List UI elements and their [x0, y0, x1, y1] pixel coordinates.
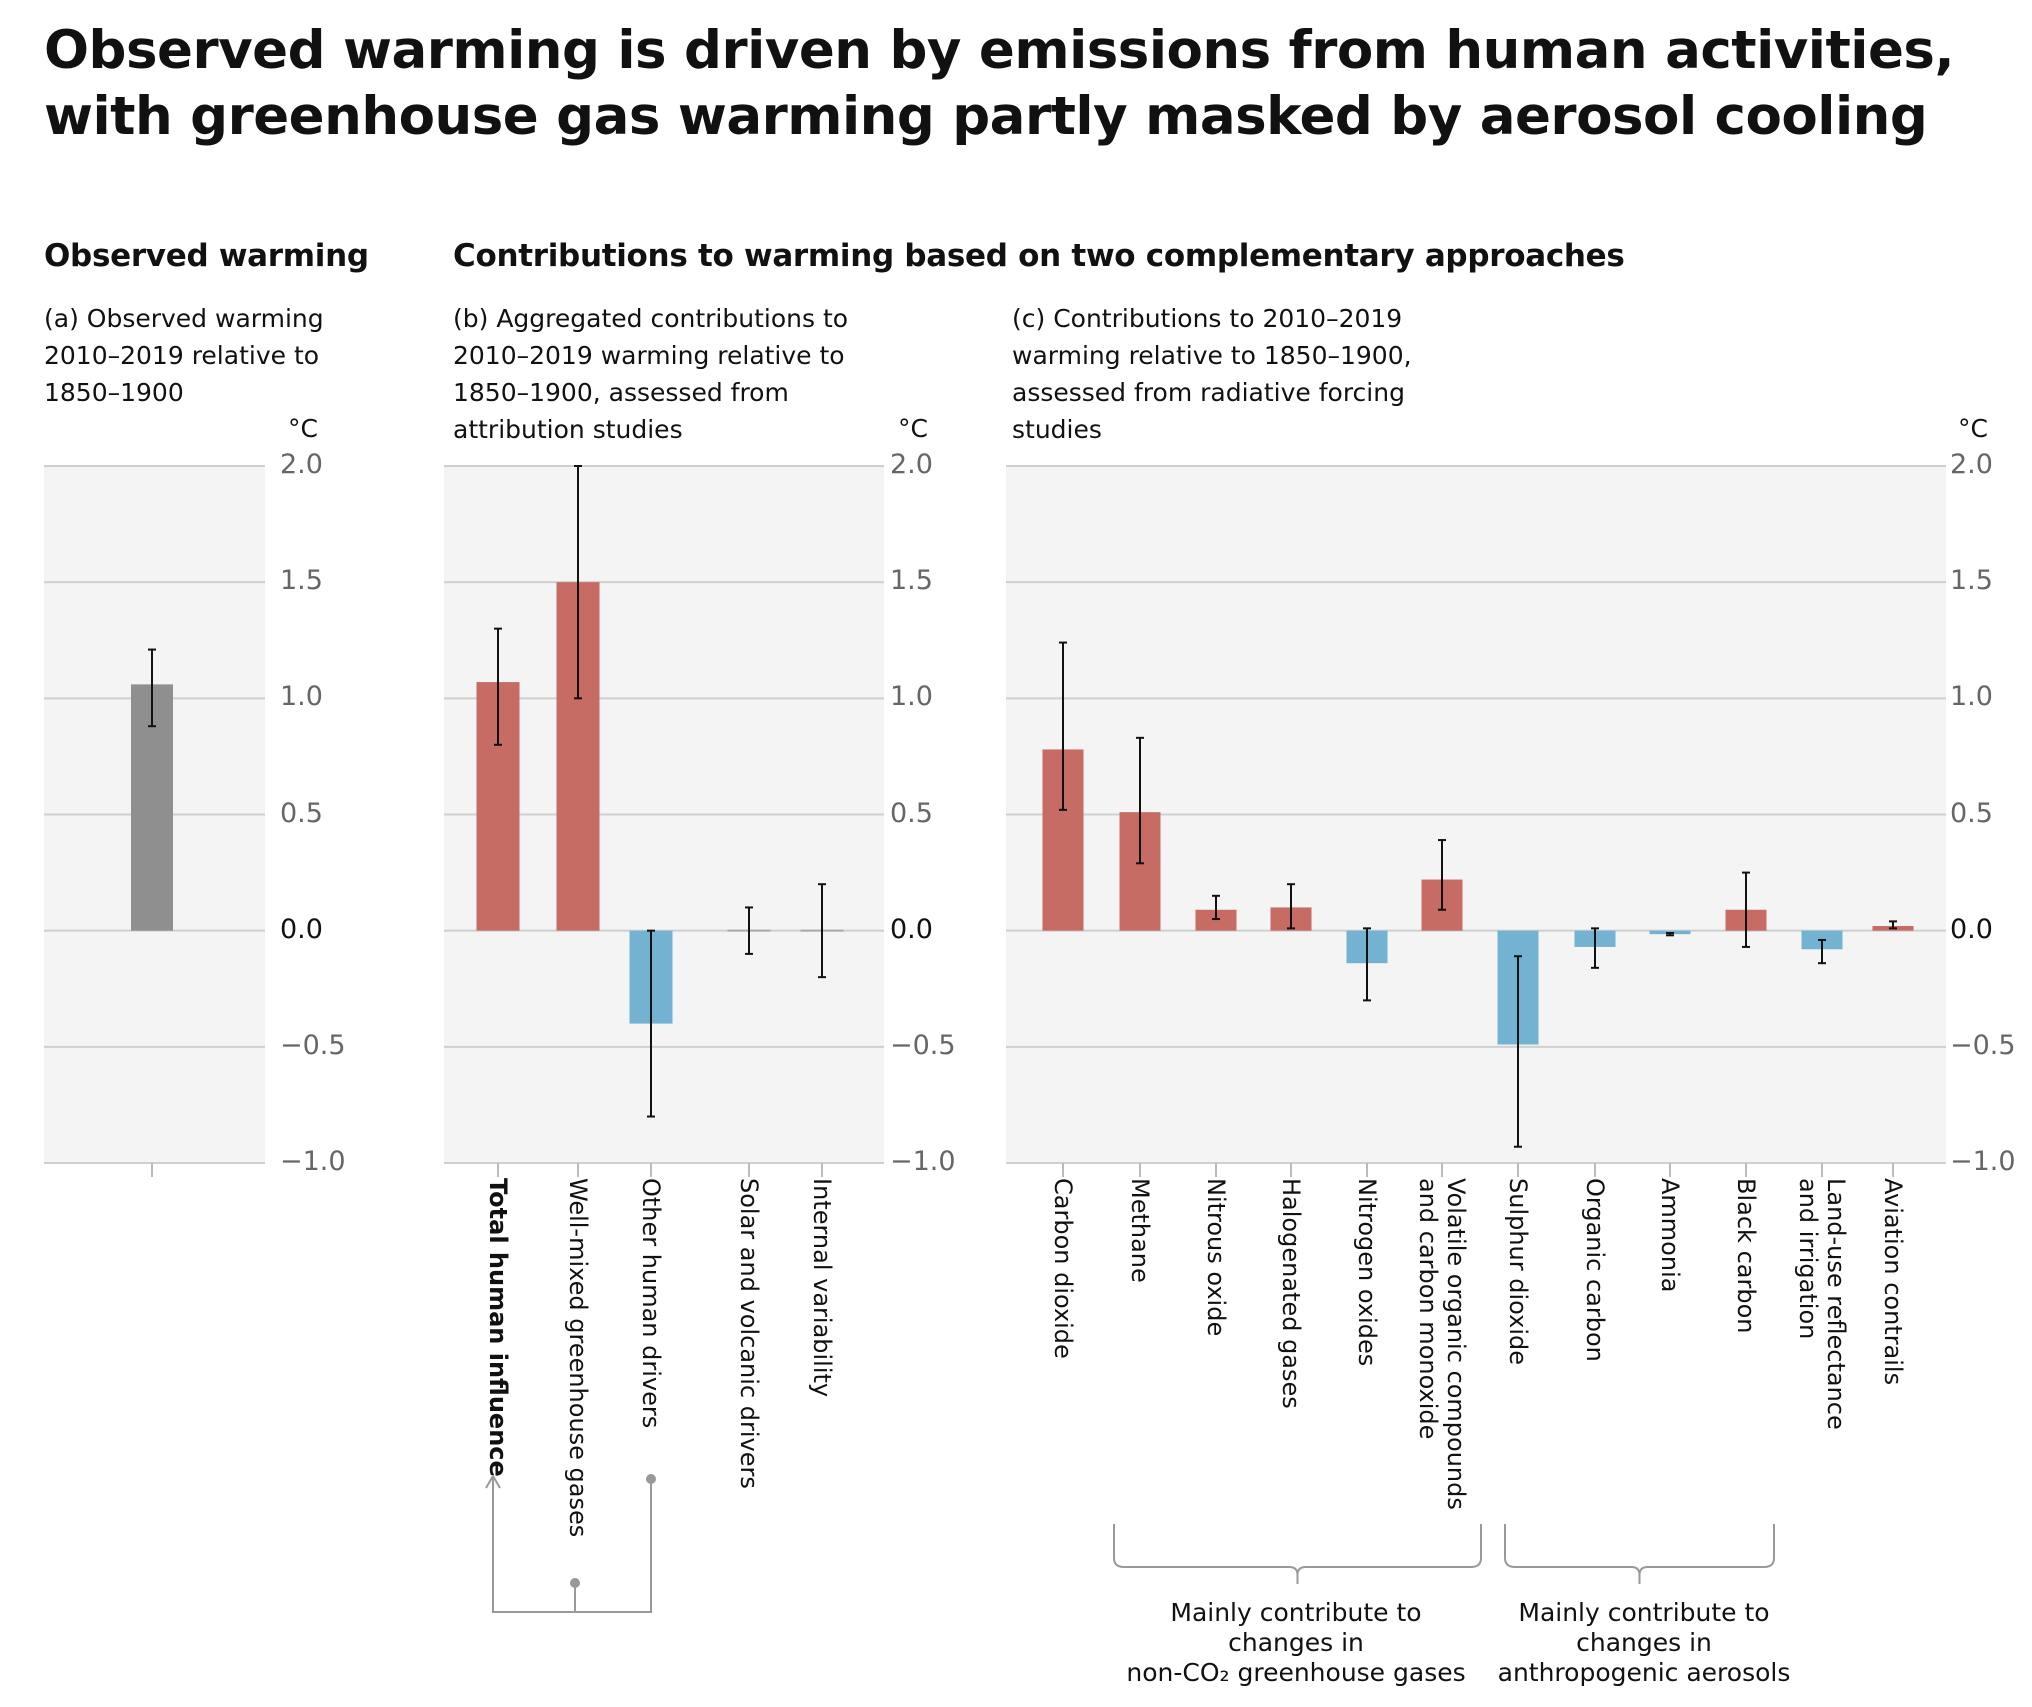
category-label: Carbon dioxide — [1049, 1178, 1077, 1359]
connector-dot — [570, 1578, 580, 1588]
category-label: Ammonia — [1656, 1178, 1684, 1293]
y-tick-label: 1.0 — [1950, 681, 1993, 713]
figure-title: Observed warming is driven by emissions … — [44, 20, 1955, 147]
connector-lines — [492, 1478, 652, 1613]
category-label: Internal variability — [808, 1178, 836, 1398]
category-label: Volatile organic compounds and carbon mon… — [1414, 1178, 1470, 1510]
category-label: Nitrogen oxides — [1353, 1178, 1381, 1367]
panel-c-subtitle: (c) Contributions to 2010–2019 warming r… — [1012, 304, 1412, 444]
panel-a-subtitle: (a) Observed warming 2010–2019 relative … — [44, 304, 324, 407]
y-tick-label: −0.5 — [1950, 1029, 2016, 1061]
brace-aerosols — [1504, 1524, 1775, 1584]
y-axis-unit: °C — [1958, 414, 1988, 443]
category-label: Well-mixed greenhouse gases — [564, 1178, 592, 1538]
connector-dot — [646, 1474, 656, 1484]
y-tick-label: 1.5 — [890, 565, 933, 597]
category-label: Organic carbon — [1581, 1178, 1609, 1362]
y-tick-label: −1.0 — [890, 1146, 956, 1177]
category-label: Solar and volcanic drivers — [735, 1178, 763, 1489]
category-label: Aviation contrails — [1879, 1178, 1907, 1386]
annotation-aerosols: Mainly contribute to changes in anthropoge… — [1497, 1598, 1791, 1687]
annotation-non-co2-ghg: Mainly contribute to changes in non-CO₂ gr… — [1126, 1598, 1466, 1687]
y-tick-label: 0.0 — [890, 913, 933, 945]
y-tick-label: 1.0 — [280, 681, 323, 713]
y-tick-label: −1.0 — [1950, 1146, 2016, 1177]
y-tick-label: 0.5 — [1950, 797, 1993, 829]
bar — [1195, 909, 1237, 931]
arrow-up-icon — [485, 1474, 501, 1489]
section-heading-contributions: Contributions to warming based on two co… — [453, 238, 1625, 274]
section-heading-observed: Observed warming — [44, 238, 369, 274]
brace-non-co2-ghg — [1113, 1524, 1482, 1584]
category-label: Other human drivers — [637, 1178, 665, 1429]
y-tick-label: 1.5 — [1950, 565, 1993, 597]
y-tick-label: −1.0 — [280, 1146, 346, 1177]
y-tick-label: 2.0 — [280, 449, 323, 480]
y-tick-label: 0.5 — [890, 797, 933, 829]
y-axis-unit: °C — [288, 414, 318, 443]
y-tick-label: 2.0 — [890, 449, 933, 480]
y-tick-label: 0.5 — [280, 797, 323, 829]
panel-b-subtitle: (b) Aggregated contributions to 2010–201… — [453, 304, 849, 444]
category-label: Halogenated gases — [1277, 1178, 1305, 1409]
y-axis-unit: °C — [898, 414, 928, 443]
y-tick-label: 1.0 — [890, 681, 933, 713]
y-tick-label: −0.5 — [890, 1029, 956, 1061]
category-label: Black carbon — [1732, 1178, 1760, 1334]
y-tick-label: −0.5 — [280, 1029, 346, 1061]
category-label: Total human influence — [484, 1178, 512, 1477]
category-label: Sulphur dioxide — [1504, 1178, 1532, 1365]
y-tick-label: 2.0 — [1950, 449, 1993, 480]
y-tick-label: 0.0 — [1950, 913, 1993, 945]
y-tick-label: 1.5 — [280, 565, 323, 597]
category-label: Nitrous oxide — [1202, 1178, 1230, 1337]
y-tick-label: 0.0 — [280, 913, 323, 945]
category-label: Methane — [1126, 1178, 1154, 1283]
category-label: Land-use reflectance and irrigation — [1794, 1178, 1850, 1430]
